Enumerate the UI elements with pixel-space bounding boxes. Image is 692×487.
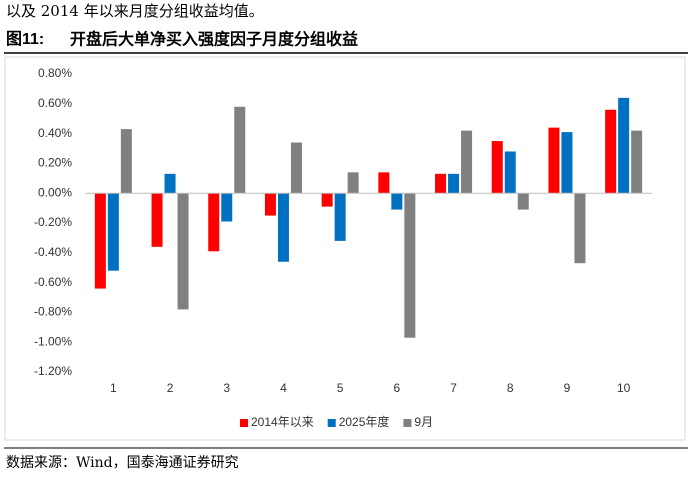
bar <box>264 193 276 216</box>
bar <box>391 193 403 210</box>
legend-label: 2025年度 <box>339 414 390 429</box>
x-tick-label: 6 <box>394 381 401 395</box>
bar <box>517 193 529 210</box>
bar <box>631 130 643 194</box>
chart-frame <box>4 56 686 441</box>
bar <box>94 193 106 289</box>
bar <box>435 173 447 194</box>
plot: -1.20% -1.00% -0.80% -0.60% -0.40% -0.20% 0.00… <box>34 66 652 429</box>
y-tick-label: -0.80% <box>34 305 72 319</box>
bar <box>561 132 573 194</box>
bar <box>277 193 289 262</box>
bar <box>334 193 346 241</box>
legend-swatch <box>240 419 248 427</box>
bar <box>177 193 189 310</box>
y-tick-label: 0.00% <box>38 185 72 199</box>
y-tick-label: 0.20% <box>38 156 72 170</box>
bar <box>120 129 132 194</box>
y-tick-label: -0.40% <box>34 245 72 259</box>
bar <box>221 193 233 222</box>
bar <box>548 127 560 194</box>
legend-label: 9月 <box>414 415 433 429</box>
bar <box>347 172 359 194</box>
bar <box>164 173 176 194</box>
y-tick-label: 0.60% <box>38 96 72 110</box>
x-tick-label: 2 <box>167 381 174 395</box>
bar <box>107 193 119 271</box>
bar <box>448 173 460 194</box>
legend-label: 2014年以来 <box>251 415 314 429</box>
y-tick-label: -0.60% <box>34 275 72 289</box>
legend-swatch <box>327 419 336 427</box>
x-tick-label: 5 <box>337 381 344 395</box>
x-tick-label: 1 <box>110 381 117 395</box>
bar <box>208 193 220 252</box>
x-tick-label: 8 <box>507 381 514 395</box>
bar <box>234 106 246 194</box>
x-tick-label: 9 <box>564 381 571 395</box>
bar <box>618 97 630 194</box>
bar <box>605 109 617 194</box>
bar <box>151 193 163 247</box>
bar <box>404 193 416 338</box>
x-tick-label: 10 <box>617 381 631 395</box>
legend-swatch <box>403 419 412 427</box>
y-tick-label: 0.80% <box>38 66 72 80</box>
intro-text: 以及 2014 年以来月度分组收益均值。 <box>6 2 264 20</box>
bar <box>321 193 333 207</box>
x-tick-label: 3 <box>223 381 230 395</box>
chart-title: 开盘后大单净买入强度因子月度分组收益 <box>70 30 358 49</box>
bar <box>574 193 586 264</box>
y-tick-label: 0.40% <box>38 126 72 140</box>
bar <box>378 172 390 194</box>
y-tick-label: -1.00% <box>34 334 72 348</box>
y-tick-label: -0.20% <box>34 215 72 229</box>
x-tick-label: 4 <box>280 381 287 395</box>
bar <box>504 151 516 194</box>
y-tick-label: -1.20% <box>34 364 72 378</box>
bar <box>461 130 473 194</box>
bar <box>491 141 503 194</box>
source: 数据来源：Wind，国泰海通证券研究 <box>6 455 239 471</box>
bar <box>290 142 302 194</box>
figure-label: 图11: <box>6 30 44 48</box>
x-tick-label: 7 <box>450 381 457 395</box>
